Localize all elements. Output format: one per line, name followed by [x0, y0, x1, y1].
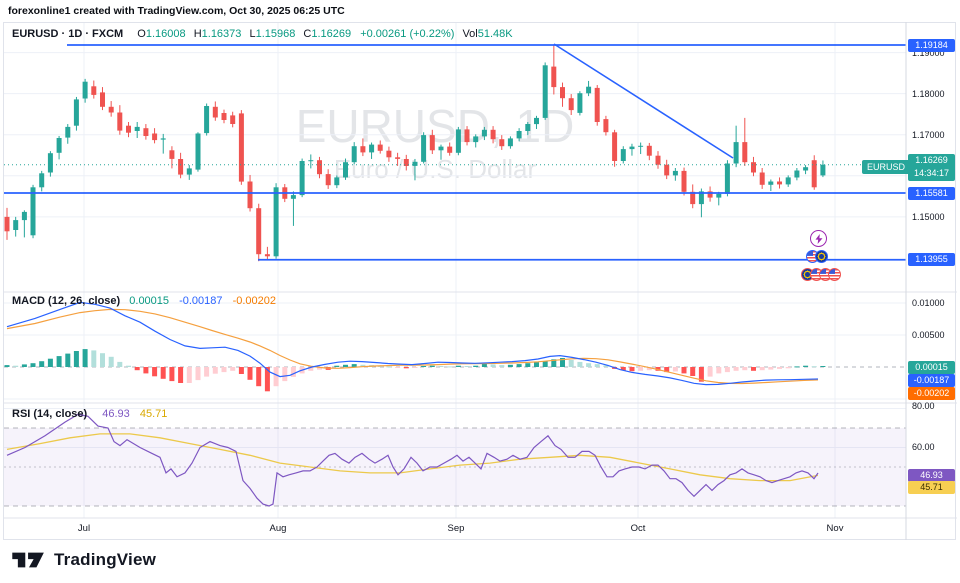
price-tick-1p15: 1.15000: [912, 212, 945, 222]
macd-title: MACD (12, 26, close): [12, 295, 121, 307]
rsi-tick-80: 80.00: [912, 401, 935, 411]
rsi-tick-60: 60.00: [912, 442, 935, 452]
level-badge-low: 1.13955: [908, 253, 955, 266]
tradingview-logo[interactable]: TradingView: [12, 547, 156, 573]
economic-event-bolt-icon[interactable]: [810, 230, 827, 247]
symbol-title: EURUSD · 1D · FXCM: [12, 28, 124, 40]
change-value: +0.00261 (+0.22%): [360, 28, 455, 40]
low-label: L: [249, 28, 256, 40]
macd-tick-001: 0.01000: [912, 298, 945, 308]
macd-line-value: -0.00187: [179, 295, 223, 307]
close-value: 1.16269: [311, 28, 352, 40]
macd-tick-0005: 0.00500: [912, 330, 945, 340]
time-tick-aug: Aug: [269, 523, 287, 534]
chart-frame: [3, 22, 956, 540]
footer-bar: TradingView: [0, 540, 960, 583]
us-flag-icon: [828, 268, 841, 281]
time-tick-nov: Nov: [826, 523, 844, 534]
attribution-text: forexonline1 created with TradingView.co…: [8, 5, 345, 17]
rsi-value: 46.93: [102, 408, 130, 420]
rsi-title: RSI (14, close): [12, 408, 88, 420]
price-tick-1p18: 1.18000: [912, 89, 945, 99]
macd-hist-value: 0.00015: [129, 295, 170, 307]
time-tick-oct: Oct: [630, 523, 646, 534]
time-tick-sep: Sep: [447, 523, 465, 534]
rsi-legend: RSI (14, close) 46.93 45.71: [12, 408, 167, 420]
macd-line-badge: -0.00187: [908, 374, 955, 387]
tradingview-mark-icon: [12, 552, 44, 568]
high-label: H: [193, 28, 202, 40]
bar-countdown: 14:34:17: [913, 168, 950, 178]
last-price-value: 1.16269: [915, 155, 948, 165]
level-badge-support: 1.15581: [908, 187, 955, 200]
macd-signal-badge: -0.00202: [908, 387, 955, 400]
macd-hist-badge: 0.00015: [908, 361, 955, 374]
open-label: O: [137, 28, 146, 40]
eu-flag-icon: [815, 250, 828, 263]
open-value: 1.16008: [145, 28, 186, 40]
price-tick-1p19: 1.19000: [912, 48, 945, 58]
level-badge-high: 1.19184: [908, 39, 955, 52]
low-value: 1.15968: [255, 28, 296, 40]
rsi-ma-value: 45.71: [139, 408, 168, 420]
close-label: C: [303, 28, 312, 40]
macd-legend: MACD (12, 26, close) 0.00015 -0.00187 -0…: [12, 295, 276, 307]
macd-signal-value: -0.00202: [232, 295, 277, 307]
price-tick-1p17: 1.17000: [912, 130, 945, 140]
high-value: 1.16373: [201, 28, 242, 40]
economic-event-flags-multi[interactable]: [801, 268, 841, 281]
rsi-ma-badge: 45.71: [908, 481, 955, 494]
economic-event-flags-usd[interactable]: [806, 250, 828, 263]
volume-value: 51.48K: [477, 28, 513, 40]
volume-label: Vol: [462, 28, 478, 40]
last-price-badge: 1.16269 14:34:17: [908, 154, 955, 181]
symbol-price-tag: EURUSD: [862, 160, 911, 174]
lightning-icon: [815, 233, 822, 244]
time-tick-jul: Jul: [77, 523, 91, 534]
rsi-badge: 46.93: [908, 469, 955, 482]
symbol-legend: EURUSD · 1D · FXCM O1.16008 H1.16373 L1.…: [12, 28, 513, 40]
brand-name: TradingView: [54, 550, 157, 569]
